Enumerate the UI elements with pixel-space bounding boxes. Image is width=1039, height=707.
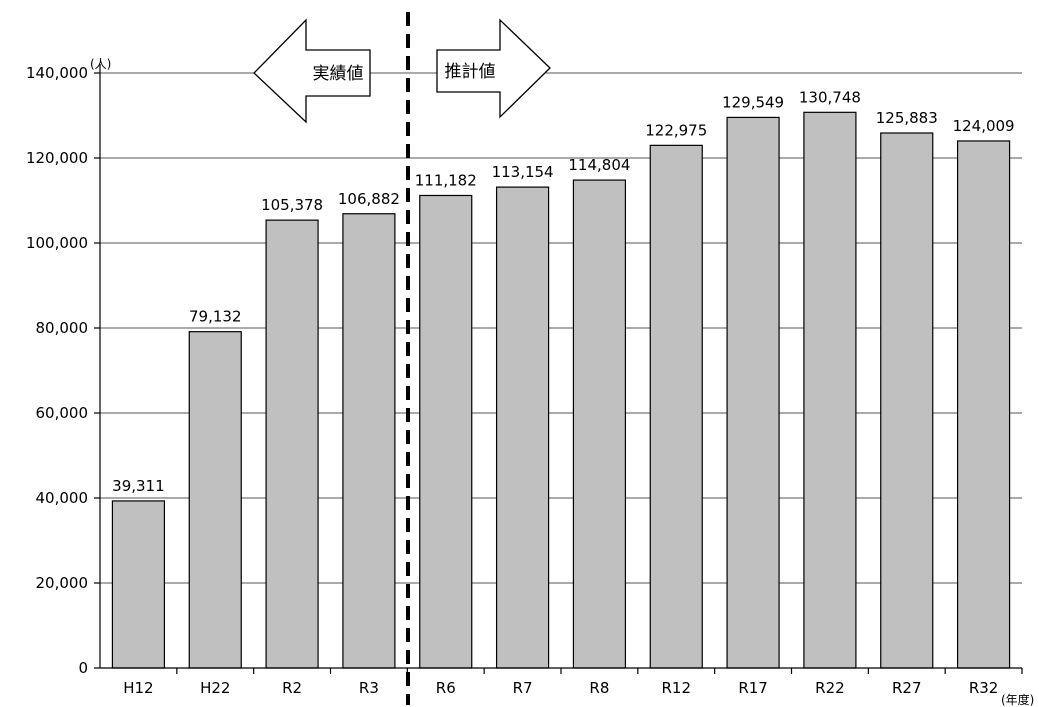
x-tick-label: R8 <box>589 679 609 697</box>
bar-r17 <box>726 116 780 669</box>
x-tick-label: H12 <box>123 679 153 697</box>
x-axis-unit: (年度) <box>1001 692 1034 707</box>
value-label: 39,311 <box>112 477 165 495</box>
bar-r32 <box>956 140 1011 669</box>
y-tick-label: 60,000 <box>36 404 89 422</box>
y-axis-ticks: 0 20,000 40,000 60,000 80,000 100,000 120,000 1… <box>26 64 100 677</box>
forecast-arrow <box>436 18 551 119</box>
actual-arrow-label: 実績値 <box>313 64 364 84</box>
bar-h12 <box>111 500 166 669</box>
y-tick-label: 80,000 <box>36 319 89 337</box>
value-label: 122,975 <box>645 121 707 139</box>
forecast-arrow-label: 推計値 <box>445 62 496 82</box>
x-tick-label: H22 <box>200 679 230 697</box>
bar-r22 <box>803 111 857 669</box>
bars <box>111 111 1011 669</box>
bar-r7 <box>495 186 550 669</box>
x-tick-label: R6 <box>436 679 456 697</box>
y-axis-unit: (人) <box>90 57 111 71</box>
value-label: 125,883 <box>876 109 938 127</box>
value-label: 113,154 <box>492 163 554 181</box>
bar-r2 <box>265 219 319 669</box>
value-label: 79,132 <box>189 308 242 326</box>
y-tick-label: 20,000 <box>36 574 89 592</box>
bar-h22 <box>188 331 242 669</box>
x-tick-label: R7 <box>513 679 533 697</box>
bar-r6 <box>419 194 473 669</box>
value-label: 105,378 <box>261 196 323 214</box>
x-tick-label: R3 <box>359 679 379 697</box>
y-tick-label: 40,000 <box>36 489 89 507</box>
x-tick-label: R2 <box>282 679 302 697</box>
value-label: 114,804 <box>568 156 630 174</box>
x-tick-label: R27 <box>892 679 922 697</box>
value-label: 129,549 <box>722 93 784 111</box>
y-tick-label: 0 <box>78 659 88 677</box>
x-tick-label: R17 <box>738 679 768 697</box>
bar-r3 <box>342 213 396 669</box>
x-tick-label: R12 <box>661 679 691 697</box>
value-label: 124,009 <box>953 117 1015 135</box>
value-label: 106,882 <box>338 190 400 208</box>
value-labels: 39,311 79,132 105,378 106,882 111,182 113,154… <box>112 88 1014 495</box>
y-tick-label: 140,000 <box>26 64 88 82</box>
bar-r8 <box>572 179 627 669</box>
x-axis-ticks: H12 H22 R2 R3 R6 R7 R8 R12 R17 R22 R27 R32 <box>123 668 1023 697</box>
y-tick-label: 120,000 <box>26 149 88 167</box>
x-tick-label: R22 <box>815 679 845 697</box>
actual-arrow <box>253 18 371 124</box>
value-label: 130,748 <box>799 88 861 106</box>
bar-r12 <box>649 144 703 669</box>
bar-r27 <box>880 132 934 669</box>
y-tick-label: 100,000 <box>26 234 88 252</box>
value-label: 111,182 <box>415 171 477 189</box>
x-tick-label: R32 <box>969 679 999 697</box>
